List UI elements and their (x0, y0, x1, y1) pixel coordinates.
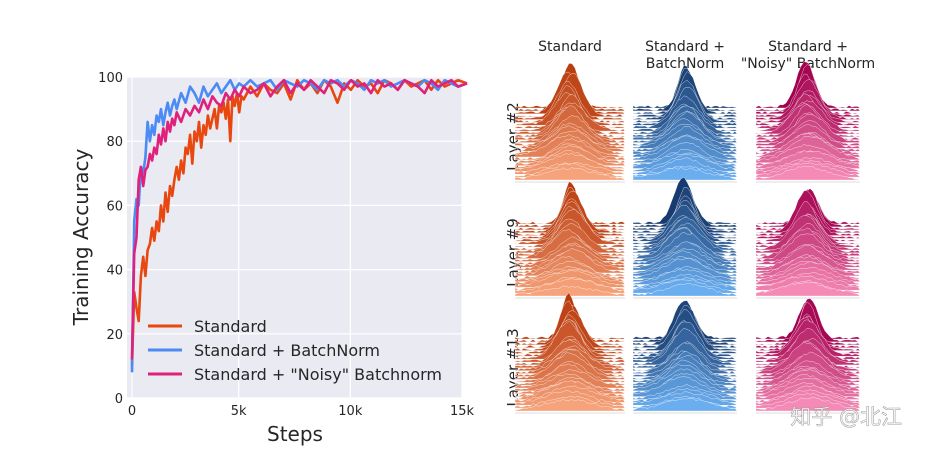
legend-label: Standard + BatchNorm (194, 341, 380, 360)
series-line-2 (130, 78, 468, 360)
grid-lines (127, 76, 463, 399)
ridge-cell (755, 298, 861, 414)
ridge-curve (755, 396, 861, 412)
series-lines (130, 78, 468, 373)
x-axis-ticks: 0 5k 10k 15k (128, 404, 475, 419)
x-tick-label: 5k (231, 404, 247, 419)
ridge-curve (755, 281, 861, 297)
ridge-curve (632, 398, 738, 412)
ridge-cell (632, 176, 738, 299)
y-tick-label: 40 (106, 264, 123, 279)
ridge-curve (755, 166, 861, 181)
ridge-cell (514, 181, 626, 299)
watermark: 知乎 @北江 (790, 405, 902, 429)
y-tick-label: 80 (106, 135, 123, 150)
legend-label: Standard + "Noisy" Batchnorm (194, 365, 442, 384)
y-tick-label: 100 (98, 71, 123, 86)
x-axis-label: Steps (267, 422, 323, 446)
ridge-curve (514, 285, 626, 297)
y-axis-label: Training Accuracy (69, 149, 93, 327)
column-label: Standard + BatchNorm (645, 39, 725, 72)
ridge-curve (514, 167, 626, 181)
training-accuracy-chart: 0 5k 10k 15k 0 20 40 60 80 100 Steps Training Ac… (69, 71, 475, 446)
ridge-cell (755, 61, 861, 183)
ridge-curve (632, 166, 738, 181)
x-tick-label: 0 (128, 404, 136, 419)
x-tick-label: 15k (450, 404, 475, 419)
ridge-cell (632, 300, 738, 414)
y-axis-ticks: 0 20 40 60 80 100 (98, 71, 123, 407)
ridge-cell (632, 64, 738, 183)
ridge-curve (632, 157, 738, 175)
ridge-curve (514, 398, 626, 412)
ridge-curve (514, 152, 626, 172)
legend: Standard Standard + BatchNorm Standard + "… (148, 317, 442, 384)
y-tick-label: 0 (115, 392, 123, 407)
series-line-0 (130, 78, 468, 366)
y-tick-label: 20 (106, 328, 123, 343)
plot-background (127, 77, 462, 398)
ridge-cell (514, 63, 626, 183)
legend-label: Standard (194, 317, 267, 336)
x-tick-label: 10k (338, 404, 363, 419)
ridge-curve (632, 283, 738, 297)
column-label: Standard (538, 39, 602, 55)
ridge-curve (514, 277, 626, 294)
y-tick-label: 60 (106, 199, 123, 214)
ridge-cell (514, 292, 626, 414)
ridge-cell (755, 188, 861, 299)
